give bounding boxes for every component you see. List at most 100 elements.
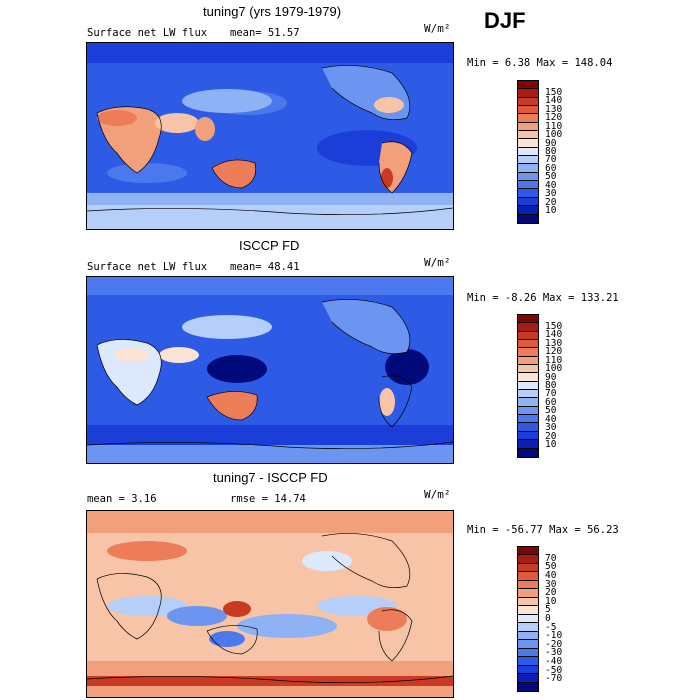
colorbar-tick-label: -20 (545, 638, 563, 650)
colorbar-swatch (518, 114, 538, 123)
panel3-title: tuning7 - ISCCP FD (213, 470, 328, 485)
colorbar-tick-label: 5 (545, 604, 551, 616)
colorbar-tick-label: -30 (545, 647, 563, 659)
colorbar-tick-label: 80 (545, 380, 557, 391)
colorbar-tick-label: 50 (545, 171, 557, 183)
colorbar-tick-label: 70 (545, 552, 557, 564)
colorbar-tick-label: 130 (545, 337, 563, 349)
colorbar-swatch (518, 122, 538, 132)
colorbar-swatch (518, 89, 538, 98)
colorbar-tick-label: 50 (545, 561, 557, 573)
panel3-minmax: Min = -56.77 Max = 56.23 (467, 524, 619, 536)
colorbar-swatch (518, 440, 538, 449)
colorbar-tick-label: 20 (545, 196, 557, 208)
colorbar-swatch (518, 181, 538, 190)
colorbar-swatch (518, 547, 538, 556)
colorbar-swatch (518, 398, 538, 407)
colorbar-swatch (518, 423, 538, 432)
colorbar-swatch (518, 563, 538, 573)
colorbar-tick-label: 140 (545, 329, 563, 341)
panel1-map-svg (87, 43, 453, 229)
colorbar-tick-label: 90 (545, 371, 557, 383)
panel2-title: ISCCP FD (239, 238, 300, 253)
colorbar-swatch (518, 348, 538, 357)
colorbar-swatch (518, 606, 538, 615)
colorbar-tick-label: 40 (545, 413, 557, 425)
panel1-mean: mean= 51.57 (230, 27, 300, 39)
colorbar-swatch (518, 356, 538, 366)
colorbar-swatch (518, 164, 538, 173)
colorbar-swatch (518, 323, 538, 332)
colorbar-swatch (518, 597, 538, 607)
colorbar-tick-label: 10 (545, 595, 557, 607)
panel1-map (86, 42, 454, 230)
colorbar-tick-label: 30 (545, 422, 557, 434)
panel2-minmax: Min = -8.26 Max = 133.21 (467, 292, 619, 304)
colorbar-tick-label: -10 (545, 630, 563, 642)
colorbar-tick-label: 60 (545, 396, 557, 408)
colorbar-tick-label: 70 (545, 154, 557, 166)
colorbar-swatch (518, 206, 538, 215)
panel1-colorbar (517, 80, 539, 224)
panel2-map-svg (87, 277, 453, 463)
colorbar-swatch (518, 97, 538, 107)
colorbar-swatch (518, 172, 538, 182)
colorbar-swatch (518, 214, 538, 223)
panel3-units: W/m² (424, 488, 451, 501)
panel1-variable-label: Surface net LW flux (87, 27, 208, 39)
colorbar-swatch (518, 682, 538, 691)
colorbar-tick-label: 90 (545, 137, 557, 149)
colorbar-swatch (518, 106, 538, 115)
colorbar-swatch (518, 631, 538, 641)
colorbar-swatch (518, 640, 538, 649)
colorbar-tick-label: 110 (545, 120, 563, 132)
colorbar-swatch (518, 365, 538, 374)
panel2-variable-label: Surface net LW flux (87, 261, 208, 273)
panel2-map (86, 276, 454, 464)
colorbar-swatch (518, 648, 538, 658)
colorbar-swatch (518, 81, 538, 90)
colorbar-tick-label: -40 (545, 655, 563, 667)
colorbar-tick-label: 10 (545, 439, 557, 451)
colorbar-tick-label: 110 (545, 354, 563, 366)
panel3-colorbar (517, 546, 539, 692)
panel2-units: W/m² (424, 256, 451, 269)
colorbar-tick-label: 30 (545, 578, 557, 590)
colorbar-tick-label: 120 (545, 112, 563, 124)
colorbar-tick-label: 80 (545, 146, 557, 157)
colorbar-tick-label: -5 (545, 621, 557, 633)
panel3-map-svg (87, 511, 453, 697)
season-label: DJF (484, 8, 526, 33)
colorbar-tick-label: 150 (545, 86, 563, 98)
colorbar-tick-label: 40 (545, 570, 557, 582)
colorbar-tick-label: 100 (545, 129, 563, 141)
colorbar-tick-label: 130 (545, 103, 563, 115)
colorbar-swatch (518, 665, 538, 675)
colorbar-swatch (518, 197, 538, 207)
colorbar-tick-label: 20 (545, 430, 557, 442)
colorbar-swatch (518, 131, 538, 140)
colorbar-tick-label: 40 (545, 179, 557, 191)
colorbar-swatch (518, 674, 538, 683)
colorbar-tick-label: 70 (545, 388, 557, 400)
colorbar-tick-label: 100 (545, 363, 563, 375)
colorbar-tick-label: 30 (545, 188, 557, 200)
colorbar-tick-label: 50 (545, 405, 557, 417)
colorbar-tick-label: 0 (545, 613, 551, 624)
colorbar-swatch (518, 589, 538, 598)
colorbar-tick-label: 20 (545, 587, 557, 599)
colorbar-swatch (518, 156, 538, 165)
panel1-title: tuning7 (yrs 1979-1979) (203, 4, 342, 19)
colorbar-tick-label: 60 (545, 162, 557, 174)
panel2-mean: mean= 48.41 (230, 261, 300, 273)
colorbar-tick-label: -70 (545, 673, 563, 685)
colorbar-tick-label: 150 (545, 320, 563, 332)
colorbar-swatch (518, 381, 538, 391)
colorbar-swatch (518, 580, 538, 590)
colorbar-swatch (518, 431, 538, 441)
panel1-minmax: Min = 6.38 Max = 148.04 (467, 57, 613, 69)
colorbar-swatch (518, 614, 538, 624)
colorbar-swatch (518, 373, 538, 382)
panel1-units: W/m² (424, 22, 451, 35)
colorbar-tick-label: -50 (545, 664, 563, 676)
